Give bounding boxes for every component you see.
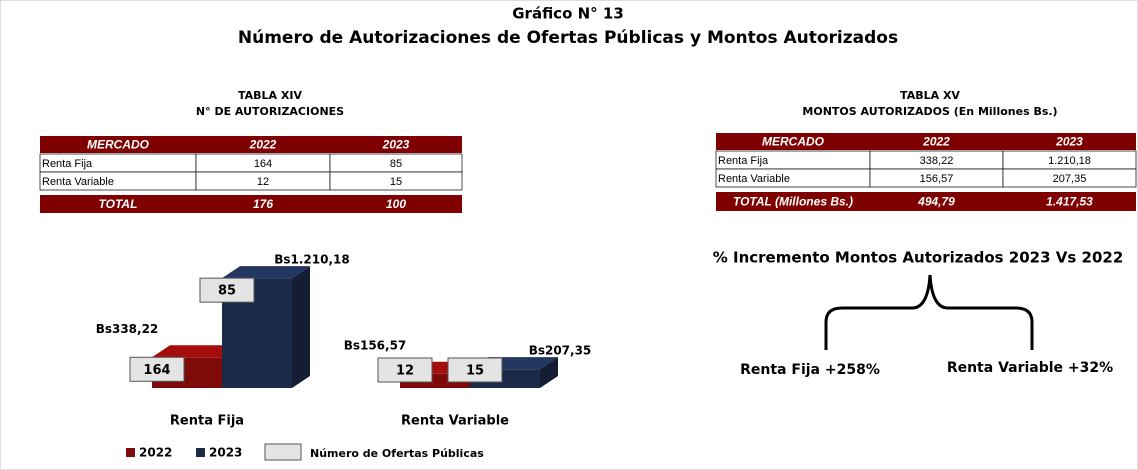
legend-label: 2022 (139, 446, 172, 460)
table-header-cell: TOTAL (99, 197, 138, 211)
table-cell (329, 171, 463, 191)
table-cell-text: Renta Variable (42, 176, 114, 188)
table-cell-text: 12 (257, 176, 269, 188)
table-header-row (716, 192, 1136, 211)
x-tick-label: Renta Variable (401, 414, 509, 429)
value-label: Bs156,57 (344, 338, 407, 352)
table-cell (1002, 168, 1137, 188)
table-cell-text: 164 (254, 158, 272, 170)
table-cell-text: 338,22 (920, 155, 954, 167)
value-label: Bs1.210,18 (274, 253, 350, 267)
table-cell-text: 15 (390, 176, 402, 188)
count-label: 15 (466, 364, 484, 379)
table-cell-text: 156,57 (920, 173, 954, 185)
table-header-cell: 176 (253, 197, 273, 211)
legend-swatch (196, 448, 205, 457)
bar (222, 266, 310, 388)
count-label: 85 (218, 284, 236, 299)
value-label: Bs338,22 (96, 322, 159, 336)
table-header-cell: 2022 (922, 135, 950, 149)
page-title: Gráfico N° 13 (512, 5, 624, 23)
count-box (447, 357, 503, 383)
table-header-cell: 2023 (1055, 135, 1083, 149)
bar-top (222, 266, 310, 279)
increment-label: Renta Variable +32% (947, 360, 1113, 376)
legend-label: Número de Ofertas Públicas (310, 447, 484, 460)
x-tick-label: Renta Fija (170, 414, 244, 429)
table-title: TABLA XIV (238, 89, 302, 102)
bar-top (152, 345, 240, 358)
brace (824, 274, 1034, 350)
table-title: TABLA XV (900, 89, 960, 102)
table-cell-text: Renta Variable (718, 173, 790, 185)
table-subtitle: MONTOS AUTORIZADOS (En Millones Bs.) (802, 105, 1057, 118)
table-header-row (716, 133, 1136, 150)
legend-swatch (264, 443, 302, 461)
bar-side (540, 357, 558, 388)
table-cell-text: 1.210,18 (1048, 155, 1091, 167)
table-cell-text: Renta Fija (718, 155, 769, 167)
increment-title: % Incremento Montos Autorizados 2023 Vs … (713, 249, 1124, 267)
table-header-cell: 494,79 (917, 195, 955, 209)
table-header-cell: TOTAL (Millones Bs.) (733, 195, 853, 209)
count-label: 164 (143, 363, 170, 378)
count-label: 12 (396, 364, 414, 379)
legend-label: 2023 (209, 446, 242, 460)
table-header-cell: MERCADO (87, 138, 150, 152)
legend-swatch (126, 448, 135, 457)
table-header-cell: 2022 (249, 138, 277, 152)
table-header-cell: MERCADO (762, 135, 825, 149)
count-box (199, 277, 255, 303)
bar-side (292, 266, 310, 388)
value-label: Bs207,35 (529, 344, 592, 358)
table-subtitle: N° DE AUTORIZACIONES (196, 105, 344, 118)
page-subtitle: Número de Autorizaciones de Ofertas Públ… (238, 28, 898, 48)
increment-label: Renta Fija +258% (740, 362, 880, 378)
table-header-cell: 1.417,53 (1046, 195, 1093, 209)
count-box (377, 357, 433, 383)
table-header-cell: 2023 (382, 138, 410, 152)
table-header-row (40, 136, 462, 153)
table-cell-text: 85 (390, 158, 402, 170)
table-cell-text: Renta Fija (42, 158, 93, 170)
table-header-cell: 100 (386, 197, 406, 211)
count-box (129, 356, 185, 382)
table-cell-text: 207,35 (1053, 173, 1087, 185)
table-header-row (40, 195, 462, 213)
